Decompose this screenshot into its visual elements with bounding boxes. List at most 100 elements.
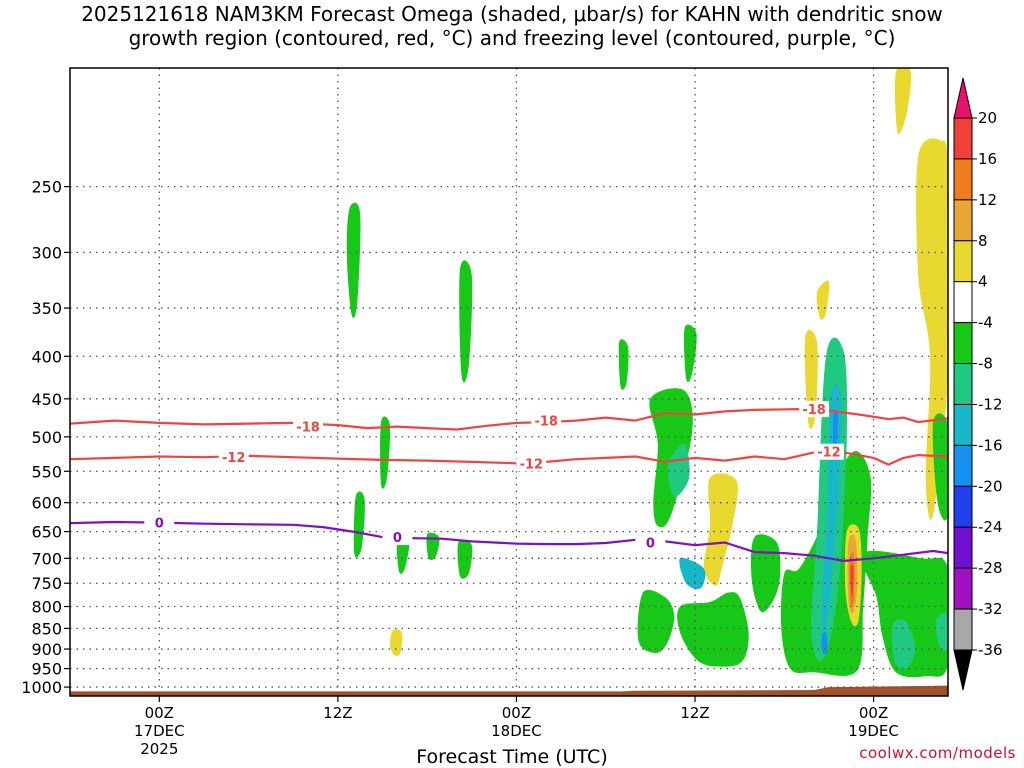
omega-region-28 [679, 557, 706, 590]
xtick-label-36: 12Z [680, 704, 709, 722]
freezing-level-label-3: 0 [646, 537, 655, 552]
xtick-date-24: 18DEC [491, 722, 542, 740]
colorbar-box-11 [953, 526, 973, 569]
ytick-label-700: 700 [31, 549, 62, 568]
dgz-top-label-1: -18 [296, 421, 320, 436]
ytick-label-600: 600 [31, 494, 62, 513]
omega-region-10 [353, 491, 365, 558]
colorbar-label-8: -12 [978, 395, 1003, 413]
colorbar-label-11: -24 [978, 518, 1003, 536]
xtick-year-0: 2025 [140, 740, 178, 758]
colorbar-label-6: -4 [978, 314, 993, 332]
credit-link[interactable]: coolwx.com/models [859, 744, 1016, 762]
colorbar-box-3 [953, 199, 973, 242]
xtick-label-24: 00Z [502, 704, 531, 722]
colorbar-bottom-arrow [953, 649, 973, 691]
colorbar-box-1 [953, 117, 973, 160]
omega-region-34 [850, 564, 854, 598]
colorbar-label-10: -20 [978, 477, 1003, 495]
omega-region-5 [816, 280, 830, 320]
dgz-top-label-bg-3 [799, 401, 830, 418]
omega-region-4 [389, 629, 403, 656]
contour-layer: -18 -18 -18 -12 -12 -12 0 0 0 [70, 401, 948, 562]
chart-title-line2: growth region (contoured, red, °C) and f… [128, 26, 896, 50]
colorbar-label-12: -28 [978, 559, 1003, 577]
ytick-label-500: 500 [31, 428, 62, 447]
dgz-bottom-label-bg-3 [813, 443, 844, 460]
colorbar-box-7 [953, 363, 973, 405]
ytick-label-650: 650 [31, 523, 62, 542]
ytick-label-550: 550 [31, 462, 62, 481]
dgz-top-label-3: -18 [802, 403, 826, 418]
omega-region-13 [457, 539, 473, 579]
dgz-bottom-label-2: -12 [520, 457, 544, 472]
colorbar-box-6 [953, 322, 973, 365]
omega-region-8 [459, 260, 473, 383]
ytick-label-900: 900 [31, 640, 62, 659]
colorbar-box-10 [953, 485, 973, 528]
colorbar-box-12 [953, 567, 973, 610]
colorbar-box-4 [953, 240, 973, 283]
ground-layer [70, 685, 948, 696]
omega-region-15 [683, 324, 697, 383]
colorbar-label-5: 4 [978, 273, 988, 291]
omega-region-21 [861, 550, 948, 678]
grid-layer [70, 68, 948, 696]
omega-region-22 [932, 413, 948, 521]
freezing-level-label-bg-3 [635, 534, 666, 551]
ytick-label-350: 350 [31, 299, 62, 318]
omega-region-19 [750, 534, 781, 613]
ytick-label-800: 800 [31, 598, 62, 617]
colorbar-label-14: -36 [978, 641, 1003, 659]
omega-region-7 [346, 202, 361, 318]
ytick-label-850: 850 [31, 619, 62, 638]
freezing-level-label-1: 0 [155, 517, 164, 532]
colorbar-label-4: 8 [978, 232, 988, 250]
xtick-date-48: 19DEC [848, 722, 899, 740]
ytick-label-450: 450 [31, 390, 62, 409]
ytick-label-750: 750 [31, 574, 62, 593]
colorbar-label-1: 20 [978, 109, 997, 127]
colorbar-box-13 [953, 608, 973, 651]
ground-terrain [70, 685, 948, 696]
dgz-top-label-bg-2 [531, 412, 562, 429]
dgz-bottom-label-bg-1 [218, 449, 249, 466]
dgz-bottom-label-bg-2 [516, 455, 547, 472]
plot-frame [69, 67, 949, 697]
colorbar-label-13: -32 [978, 600, 1003, 618]
colorbar-box-5 [953, 281, 973, 324]
chart-title: 2025121618 NAM3KM Forecast Omega (shaded… [0, 2, 1024, 50]
axes-layer: 250 300 350 400 450 500 550 600 650 700 750 800 850 9… [21, 67, 949, 758]
colorbar-label-3: 12 [978, 191, 997, 209]
omega-region-26 [935, 613, 948, 652]
xtick-label-0: 00Z [145, 704, 174, 722]
freezing-level-label-2: 0 [393, 531, 402, 546]
x-axis-title: Forecast Time (UTC) [416, 746, 608, 768]
colorbar: 20 16 12 8 4 -4 -8 -12 -16 -20 -24 -28 -32 -36 [953, 77, 1003, 691]
xtick-label-12: 12Z [323, 704, 352, 722]
dgz-bottom-label-3: -12 [817, 446, 841, 461]
colorbar-label-2: 16 [978, 150, 997, 168]
freezing-level-line [70, 520, 948, 562]
colorbar-box-8 [953, 403, 973, 446]
colorbar-label-7: -8 [978, 355, 993, 373]
colorbar-box-2 [953, 158, 973, 201]
ytick-label-300: 300 [31, 243, 62, 262]
freezing-level-label-bg-1 [144, 514, 175, 531]
dgz-bottom-label-1: -12 [222, 451, 246, 466]
ytick-label-400: 400 [31, 347, 62, 366]
ytick-label-950: 950 [31, 660, 62, 679]
omega-region-3 [703, 473, 738, 586]
chart-title-line1: 2025121618 NAM3KM Forecast Omega (shaded… [81, 2, 943, 26]
freezing-level-label-bg-2 [382, 529, 413, 546]
xtick-date-0: 17DEC [134, 722, 185, 740]
dgz-bottom-line [70, 451, 948, 466]
omega-region-1 [894, 68, 912, 134]
ytick-label-1000: 1000 [21, 678, 62, 697]
omega-region-14 [618, 339, 629, 390]
omega-region-30 [821, 631, 828, 655]
ytick-label-250: 250 [31, 178, 62, 197]
omega-region-25 [891, 619, 916, 670]
omega-region-12 [426, 532, 440, 561]
